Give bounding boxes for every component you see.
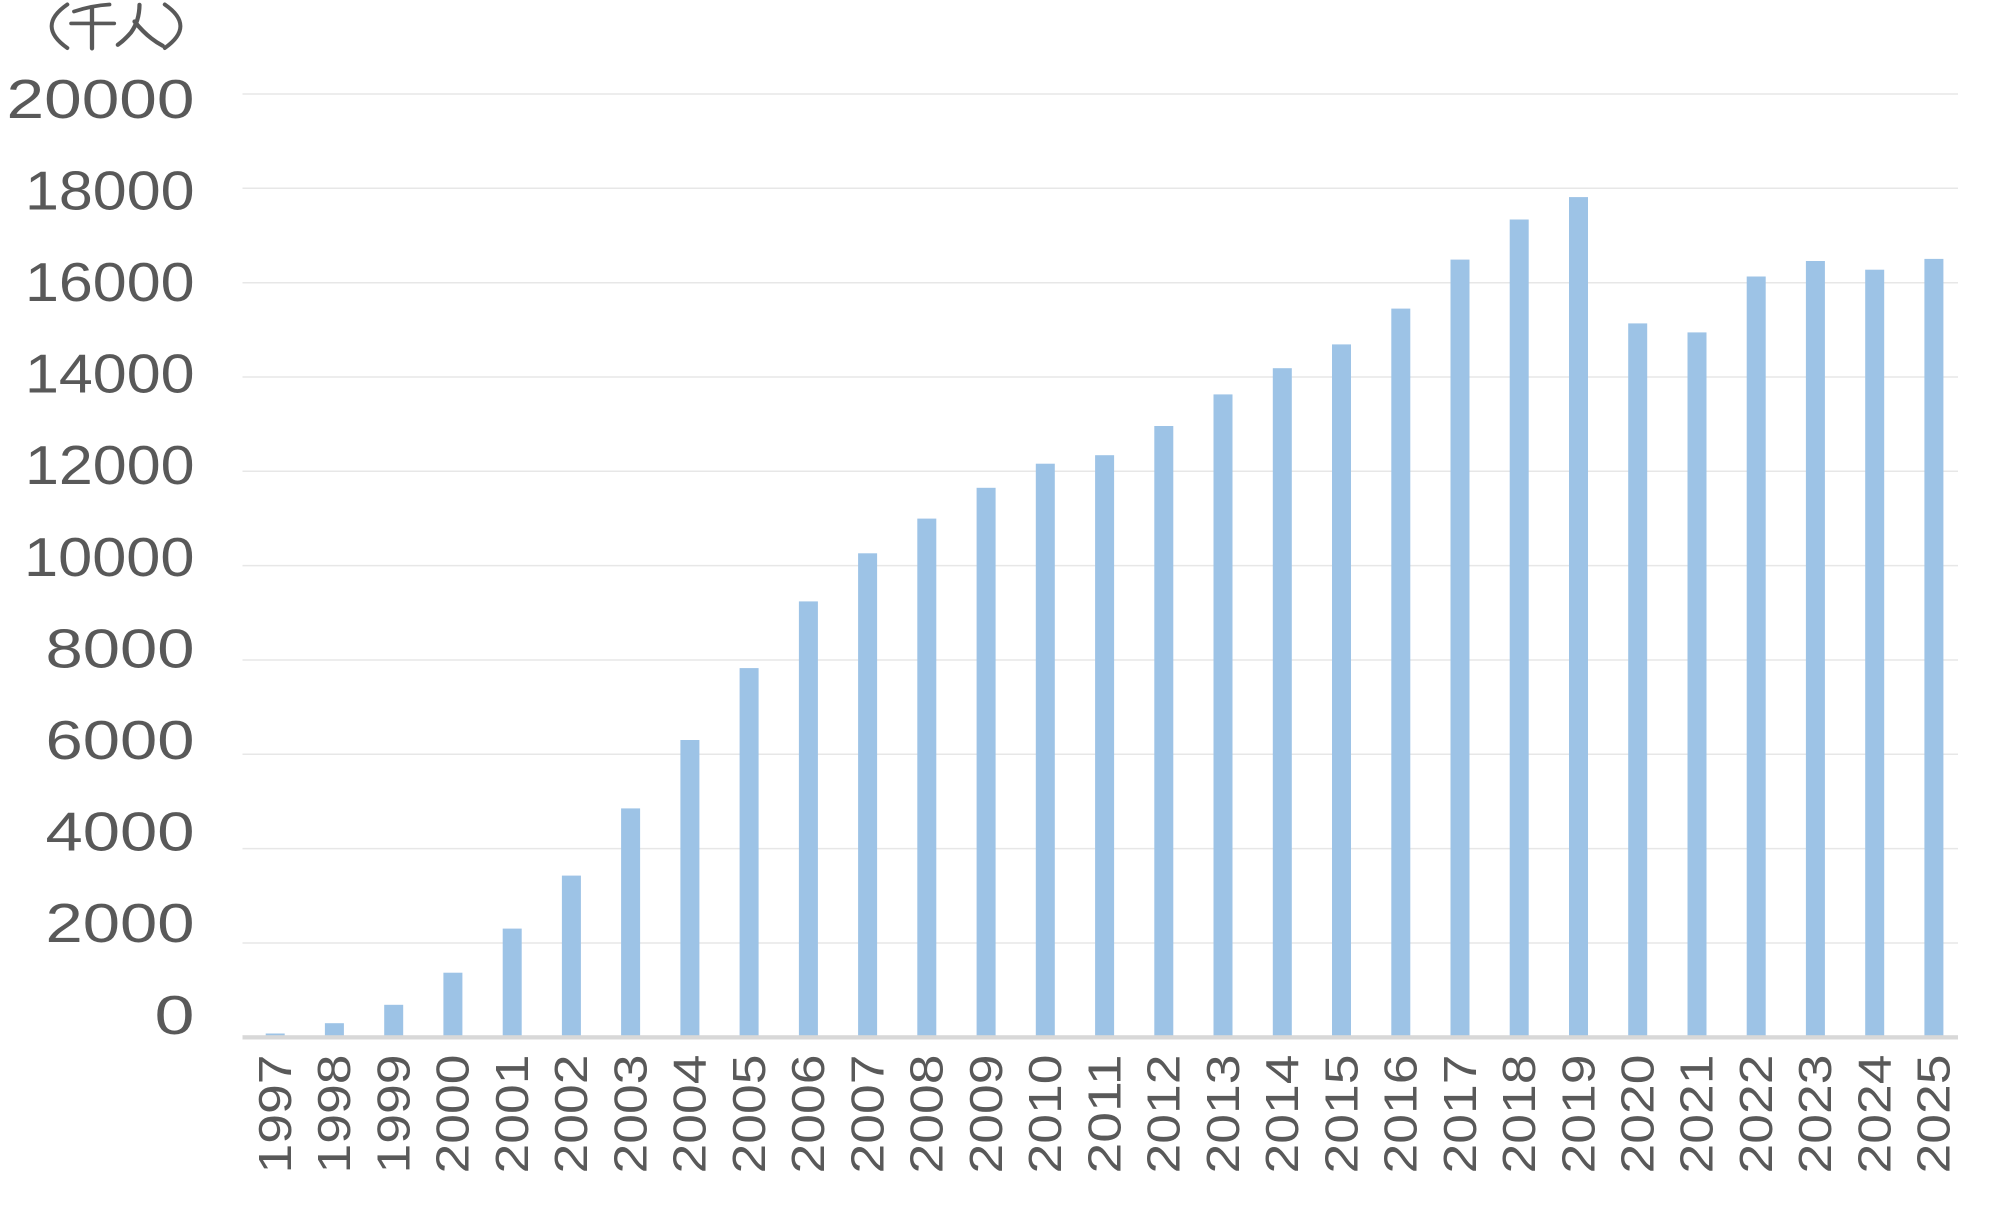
svg-text:2019: 2019	[1552, 1055, 1604, 1174]
svg-text:10000: 10000	[24, 526, 195, 588]
svg-text:2016: 2016	[1375, 1055, 1427, 1174]
svg-text:2022: 2022	[1730, 1055, 1782, 1174]
svg-text:2011: 2011	[1078, 1055, 1130, 1174]
svg-text:2012: 2012	[1138, 1055, 1190, 1174]
svg-text:12000: 12000	[25, 434, 195, 496]
svg-text:6000: 6000	[46, 709, 195, 771]
svg-text:2004: 2004	[664, 1055, 716, 1174]
svg-text:2024: 2024	[1848, 1055, 1900, 1174]
svg-text:1998: 1998	[308, 1055, 360, 1174]
svg-text:2010: 2010	[1019, 1055, 1071, 1174]
svg-text:2003: 2003	[604, 1055, 656, 1174]
svg-text:2005: 2005	[723, 1055, 775, 1174]
svg-text:2000: 2000	[427, 1055, 479, 1174]
svg-text:2015: 2015	[1315, 1055, 1367, 1174]
svg-text:2008: 2008	[901, 1055, 953, 1174]
svg-text:2023: 2023	[1789, 1055, 1841, 1174]
svg-text:2017: 2017	[1434, 1055, 1486, 1174]
svg-text:20000: 20000	[7, 68, 195, 130]
svg-text:1997: 1997	[249, 1055, 301, 1174]
svg-text:2007: 2007	[841, 1055, 893, 1174]
svg-text:2018: 2018	[1493, 1055, 1545, 1174]
svg-text:2006: 2006	[782, 1055, 834, 1174]
svg-text:2020: 2020	[1611, 1055, 1663, 1174]
svg-text:2021: 2021	[1671, 1055, 1723, 1174]
svg-text:2000: 2000	[46, 892, 195, 954]
svg-text:18000: 18000	[25, 159, 195, 221]
svg-text:2013: 2013	[1197, 1055, 1249, 1174]
svg-text:16000: 16000	[25, 251, 195, 313]
svg-text:0: 0	[155, 984, 195, 1046]
svg-text:14000: 14000	[25, 343, 195, 405]
svg-text:2014: 2014	[1256, 1055, 1308, 1174]
svg-text:2009: 2009	[960, 1055, 1012, 1174]
svg-text:8000: 8000	[46, 617, 195, 679]
svg-text:2001: 2001	[486, 1055, 538, 1174]
svg-text:1999: 1999	[367, 1055, 419, 1174]
svg-text:2025: 2025	[1908, 1055, 1960, 1174]
svg-text:2002: 2002	[545, 1055, 597, 1174]
svg-text:4000: 4000	[46, 801, 195, 863]
